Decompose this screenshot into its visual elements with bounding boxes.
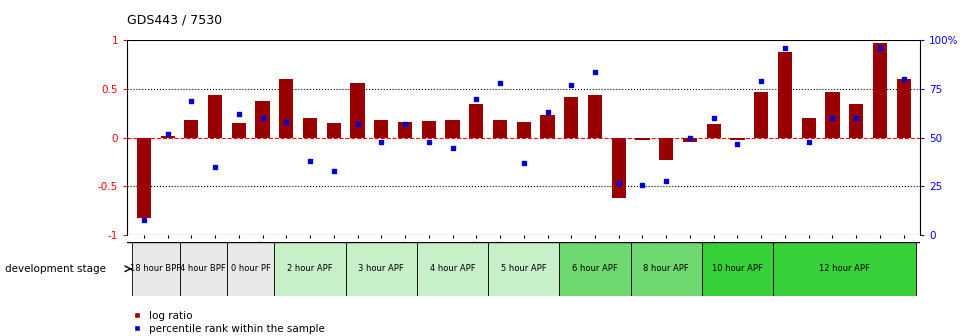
Bar [801,118,815,138]
Bar [635,138,649,140]
Bar [132,242,179,296]
Bar [397,122,412,138]
Bar [587,95,601,138]
Bar [848,103,863,138]
Bar [488,242,558,296]
Bar [516,122,530,138]
Bar [422,121,435,138]
Bar [706,124,720,138]
Bar [137,138,151,218]
Text: GDS443 / 7530: GDS443 / 7530 [127,14,222,27]
Legend: log ratio, percentile rank within the sample: log ratio, percentile rank within the sa… [132,311,325,334]
Bar [824,92,839,138]
Text: 2 hour APF: 2 hour APF [287,264,333,273]
Bar [777,52,791,138]
Bar [611,138,625,198]
Bar [279,79,293,138]
Bar [701,242,773,296]
Bar [445,120,460,138]
Text: 10 hour APF: 10 hour APF [711,264,762,273]
Text: development stage: development stage [5,264,106,274]
Bar [232,123,245,138]
Bar [207,95,222,138]
Text: 6 hour APF: 6 hour APF [571,264,617,273]
Bar [871,43,886,138]
Bar [753,92,768,138]
Bar [350,83,365,138]
Bar [374,120,388,138]
Text: 0 hour PF: 0 hour PF [231,264,270,273]
Text: 4 hour APF: 4 hour APF [429,264,475,273]
Bar [730,138,744,140]
Text: 3 hour APF: 3 hour APF [358,264,404,273]
Bar [179,242,227,296]
Bar [302,118,317,138]
Text: 12 hour APF: 12 hour APF [818,264,868,273]
Bar [682,138,696,142]
Text: 5 hour APF: 5 hour APF [501,264,546,273]
Bar [468,103,483,138]
Text: 8 hour APF: 8 hour APF [643,264,689,273]
Bar [492,120,507,138]
Bar [658,138,673,160]
Bar [327,123,340,138]
Bar [896,79,910,138]
Bar [345,242,417,296]
Bar [417,242,488,296]
Bar [563,97,578,138]
Bar [184,120,199,138]
Bar [630,242,701,296]
Bar [160,136,175,138]
Bar [558,242,630,296]
Bar [255,101,270,138]
Bar [540,115,555,138]
Bar [274,242,345,296]
Text: 4 hour BPF: 4 hour BPF [180,264,226,273]
Bar [227,242,274,296]
Text: 18 hour BPF: 18 hour BPF [130,264,181,273]
Bar [773,242,914,296]
